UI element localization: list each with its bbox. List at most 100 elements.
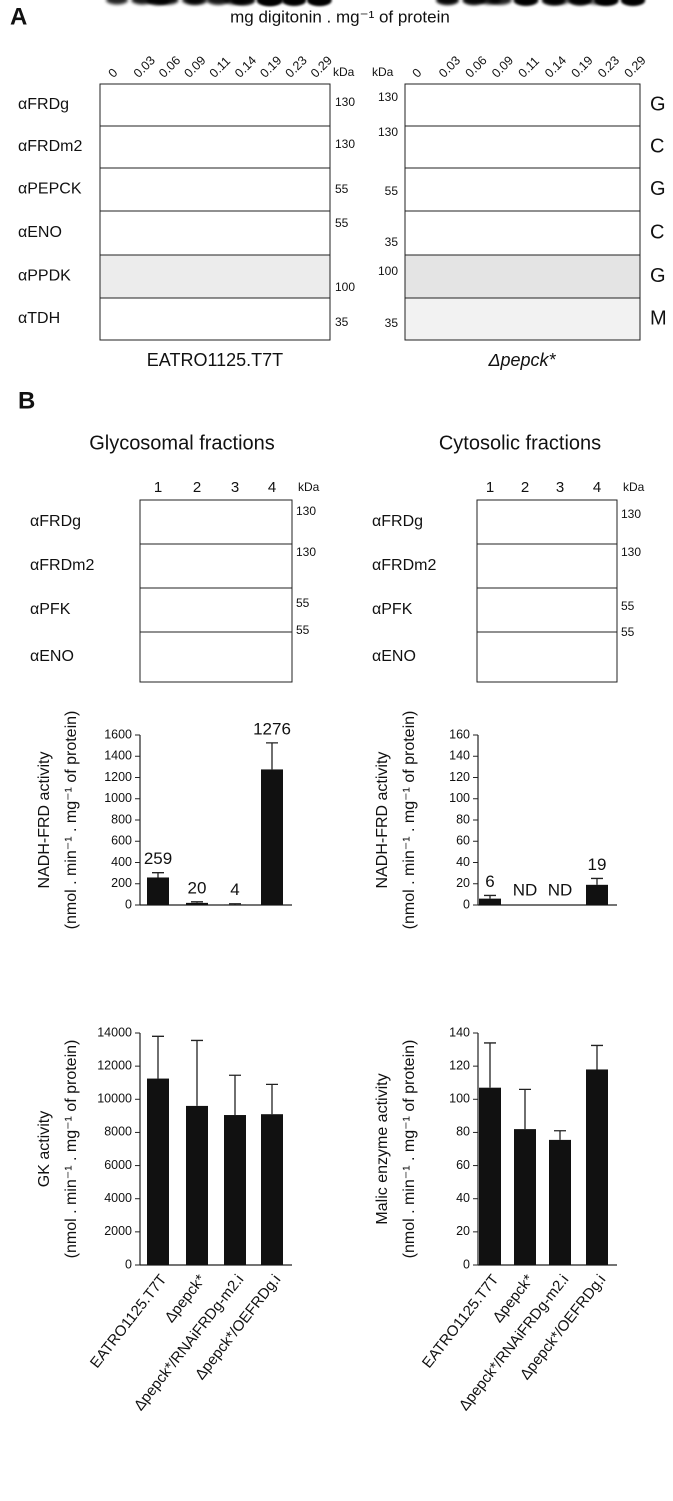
antibody-label: αFRDm2 [372, 557, 436, 574]
lane-label: 4 [268, 479, 276, 496]
lane-label: 0 [410, 66, 425, 81]
lane-label: 0.06 [156, 53, 183, 80]
compartment-label: C [650, 135, 664, 157]
y-tick-label: 200 [111, 876, 132, 890]
lane-label: 0.23 [283, 53, 310, 80]
bar [224, 1115, 246, 1265]
y-tick-label: 0 [125, 897, 132, 911]
blot-strip [139, 543, 293, 589]
lane-label: 0.29 [622, 53, 649, 80]
kda-header: kDa [298, 480, 320, 494]
y-tick-label: 12000 [97, 1058, 132, 1072]
y-axis-title: (nmol . min⁻¹ . mg⁻¹ of protein) [63, 711, 80, 930]
kda-marker: 130 [296, 545, 316, 559]
lane-label: 3 [556, 479, 564, 496]
blot-strip [99, 297, 331, 341]
lane-label: 0.09 [181, 53, 208, 80]
lane-label: 0.19 [569, 53, 596, 80]
lane-label: 4 [593, 479, 601, 496]
error-bar [591, 877, 603, 885]
error-bar [191, 901, 203, 903]
error-bar [152, 872, 164, 878]
error-bar [554, 1130, 566, 1140]
lane-label: 2 [193, 479, 201, 496]
error-bar [484, 894, 496, 899]
bar [186, 1105, 208, 1265]
y-tick-label: 600 [111, 834, 132, 848]
blot-band [308, 0, 331, 5]
kda-marker: 35 [385, 235, 399, 249]
bar [147, 1078, 169, 1265]
kda-marker: 35 [385, 316, 399, 330]
blot-band [186, 0, 208, 5]
y-tick-label: 10000 [97, 1092, 132, 1106]
error-bar [191, 1039, 203, 1106]
antibody-label: αFRDm2 [30, 557, 94, 574]
antibody-label: αPFK [30, 601, 71, 618]
error-bar [229, 903, 241, 905]
y-axis-title: (nmol . min⁻¹ . mg⁻¹ of protein) [401, 711, 418, 930]
blot-caption: EATRO1125.T7T [147, 350, 283, 370]
y-tick-label: 20 [456, 876, 470, 890]
antibody-label: αENO [372, 648, 416, 665]
bar [147, 877, 169, 905]
panel-title: mg digitonin . mg⁻¹ of protein [230, 7, 450, 26]
y-tick-label: 1600 [104, 727, 132, 741]
y-tick-label: 400 [111, 855, 132, 869]
y-tick-label: 60 [456, 1158, 470, 1172]
compartment-label: C [650, 221, 664, 243]
y-tick-label: 1000 [104, 791, 132, 805]
x-tick-label: EATRO1125.T7T [419, 1271, 502, 1371]
blot-band [283, 0, 306, 5]
lane-label: 0.23 [595, 53, 622, 80]
blot-caption: Δpepck* [487, 350, 556, 370]
kda-marker: 100 [378, 264, 398, 278]
lane-label: 1 [154, 479, 162, 496]
blot-band [549, 0, 571, 5]
kda-marker: 130 [621, 545, 641, 559]
lane-label: 0.29 [308, 53, 335, 80]
y-tick-label: 1200 [104, 770, 132, 784]
y-tick-label: 120 [449, 1058, 470, 1072]
lane-label: 0.14 [542, 53, 569, 80]
y-tick-label: 2000 [104, 1224, 132, 1238]
data-label: 20 [188, 878, 207, 897]
lane-label: 0 [106, 66, 121, 81]
kda-marker: 130 [296, 504, 316, 518]
y-tick-label: 120 [449, 770, 470, 784]
x-tick-label: EATRO1125.T7T [87, 1271, 170, 1371]
antibody-label: αPPDK [18, 268, 71, 285]
bar [186, 902, 208, 905]
antibody-label: αFRDg [18, 96, 69, 113]
y-tick-label: 80 [456, 1125, 470, 1139]
lane-label: 0.11 [516, 54, 542, 80]
lane-label: 3 [231, 479, 239, 496]
y-tick-label: 160 [449, 727, 470, 741]
blot-strip [404, 210, 641, 256]
kda-marker: 55 [621, 625, 635, 639]
blot-band [514, 0, 536, 5]
blot-strip [404, 254, 641, 299]
y-axis-title: NADH-FRD activity [36, 752, 53, 889]
y-tick-label: 0 [125, 1257, 132, 1271]
lane-label: 0.14 [232, 53, 259, 80]
y-tick-label: 140 [449, 1025, 470, 1039]
y-tick-label: 80 [456, 812, 470, 826]
blot-strip [99, 83, 331, 127]
lane-label: 0.03 [131, 53, 158, 80]
antibody-label: αPEPCK [18, 181, 82, 198]
error-bar [266, 1083, 278, 1115]
blot-strip [404, 167, 641, 212]
y-tick-label: 1400 [104, 749, 132, 763]
blot-strip [476, 543, 618, 589]
blot-strip [99, 167, 331, 212]
lane-label: 0.06 [463, 53, 490, 80]
y-tick-label: 60 [456, 834, 470, 848]
blot-strip [99, 210, 331, 256]
y-axis-title: NADH-FRD activity [374, 752, 391, 889]
blot-band [569, 0, 591, 5]
blot-strip [139, 631, 293, 683]
panel-label: A [10, 3, 27, 30]
kda-marker: 130 [335, 137, 355, 151]
